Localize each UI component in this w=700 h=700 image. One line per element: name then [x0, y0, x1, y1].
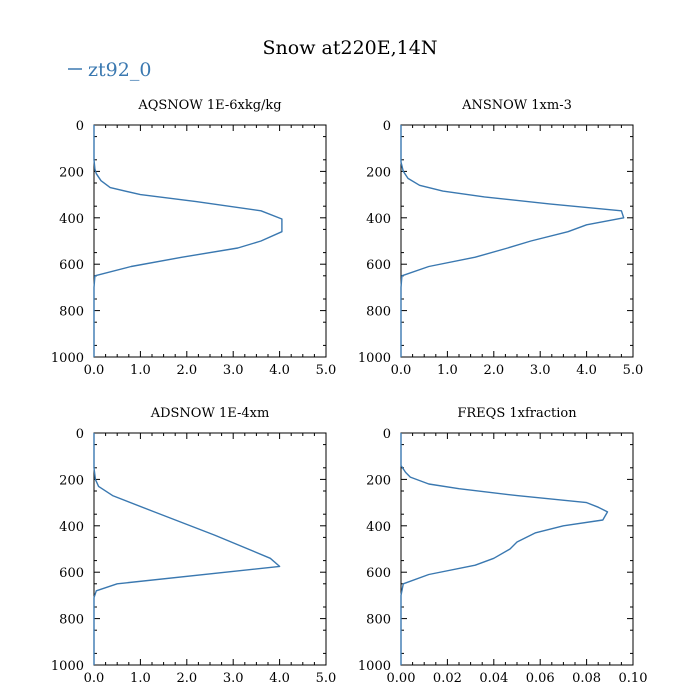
x-tick-label: 0.06 [526, 671, 555, 686]
subplot-1: AQSNOW 1E-6xkg/kg 0.0 1.0 2.0 3.0 4.0 5.0 0 200 4… [51, 98, 336, 378]
plot-frame [400, 432, 634, 666]
y-tick-label: 0 [383, 427, 391, 442]
y-tick-label: 1000 [51, 659, 84, 674]
y-tick-label: 200 [59, 473, 84, 488]
x-tick-label: 0.0 [391, 363, 412, 378]
series-line [400, 433, 609, 665]
y-tick-label: 600 [366, 258, 391, 273]
x-tick-label: 2.0 [483, 363, 504, 378]
x-tick-label: 5.0 [316, 363, 337, 378]
y-tick-label: 400 [59, 520, 84, 535]
x-tick-label: 3.0 [530, 363, 551, 378]
y-tick-label: 1000 [358, 351, 391, 366]
x-tick-label: 0.00 [387, 671, 416, 686]
y-tick-label: 0 [76, 119, 84, 134]
y-tick-label: 400 [366, 520, 391, 535]
x-tick-label: 4.0 [576, 363, 597, 378]
plots: AQSNOW 1E-6xkg/kg 0.0 1.0 2.0 3.0 4.0 5.0 0 200 4… [51, 98, 648, 686]
figure-title: Snow at220E,14N [263, 37, 438, 59]
x-tick-label: 4.0 [269, 363, 290, 378]
legend-label: zt92_0 [88, 59, 151, 81]
y-tick-label: 600 [59, 566, 84, 581]
x-tick-label: 0.0 [84, 671, 105, 686]
y-tick-label: 200 [366, 165, 391, 180]
subplot-title: AQSNOW 1E-6xkg/kg [137, 98, 281, 113]
y-tick-label: 1000 [51, 351, 84, 366]
y-tick-label: 200 [59, 165, 84, 180]
y-tick-label: 0 [76, 427, 84, 442]
series-line [400, 125, 625, 357]
y-tick-label: 800 [366, 305, 391, 320]
x-tick-label: 3.0 [223, 363, 244, 378]
y-tick-label: 800 [59, 613, 84, 628]
x-tick-label: 0.04 [479, 671, 508, 686]
y-tick-label: 200 [366, 473, 391, 488]
y-tick-label: 1000 [358, 659, 391, 674]
x-tick-label: 2.0 [176, 363, 197, 378]
x-tick-label: 0.10 [619, 671, 648, 686]
y-tick-label: 800 [366, 613, 391, 628]
x-tick-label: 4.0 [269, 671, 290, 686]
x-tick-label: 1.0 [130, 363, 151, 378]
y-tick-label: 600 [59, 258, 84, 273]
subplot-title: FREQS 1xfraction [457, 406, 577, 421]
x-tick-label: 2.0 [176, 671, 197, 686]
x-tick-label: 1.0 [437, 363, 458, 378]
x-tick-label: 3.0 [223, 671, 244, 686]
plot-frame [400, 124, 634, 358]
legend: zt92_0 [68, 59, 151, 81]
y-tick-label: 400 [59, 212, 84, 227]
plot-frame [93, 124, 327, 358]
y-tick-label: 600 [366, 566, 391, 581]
y-tick-label: 0 [383, 119, 391, 134]
series-line [93, 125, 283, 357]
subplot-2: ANSNOW 1xm-3 0.0 1.0 2.0 3.0 4.0 5.0 0 200 400 600… [358, 98, 643, 378]
subplot-4: FREQS 1xfraction 0.00 0.02 0.04 0.06 0.08 0.10… [358, 406, 648, 686]
y-tick-label: 800 [59, 305, 84, 320]
subplot-title: ANSNOW 1xm-3 [461, 98, 572, 113]
x-tick-label: 1.0 [130, 671, 151, 686]
series-line [93, 433, 281, 665]
x-tick-label: 5.0 [623, 363, 644, 378]
subplot-3: ADSNOW 1E-4xm 0.0 1.0 2.0 3.0 4.0 5.0 0 200 400 60… [51, 406, 336, 686]
subplot-title: ADSNOW 1E-4xm [150, 406, 270, 421]
x-tick-label: 5.0 [316, 671, 337, 686]
plot-frame [93, 432, 327, 666]
x-tick-label: 0.02 [433, 671, 462, 686]
y-tick-label: 400 [366, 212, 391, 227]
x-tick-label: 0.08 [572, 671, 601, 686]
x-tick-label: 0.0 [84, 363, 105, 378]
